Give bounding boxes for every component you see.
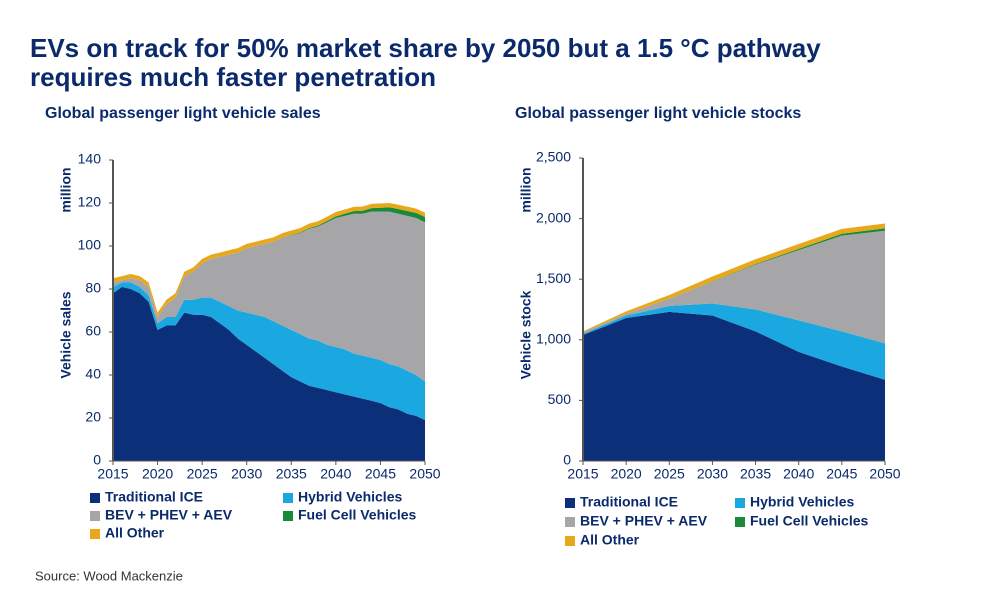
y-tick-label: 500 — [548, 391, 572, 407]
area — [113, 282, 425, 421]
legend-label: Hybrid Vehicles — [750, 494, 854, 510]
y-axis-unit: million — [58, 167, 74, 212]
legend-label: Hybrid Vehicles — [298, 489, 402, 505]
area — [583, 311, 885, 461]
area — [113, 286, 425, 461]
y-axis-unit: million — [518, 167, 534, 212]
legend-swatch — [735, 517, 745, 527]
x-tick-label: 2030 — [697, 466, 728, 482]
y-axis-label: Vehicle stock — [518, 290, 534, 379]
legend-swatch — [565, 498, 575, 508]
x-tick-label: 2025 — [654, 466, 685, 482]
y-tick-label: 120 — [78, 194, 102, 210]
x-tick-label: 2050 — [869, 466, 900, 482]
y-tick-label: 0 — [563, 452, 571, 468]
y-tick-label: 1,000 — [536, 331, 571, 347]
legend-swatch — [565, 517, 575, 527]
legend-label: All Other — [580, 532, 640, 548]
x-tick-label: 2020 — [611, 466, 642, 482]
legend-label: BEV + PHEV + AEV — [105, 507, 233, 523]
y-tick-label: 2,500 — [536, 149, 571, 165]
legend-label: Traditional ICE — [105, 489, 203, 505]
legend-label: All Other — [105, 525, 165, 541]
legend-label: Fuel Cell Vehicles — [298, 507, 416, 523]
x-tick-label: 2040 — [783, 466, 814, 482]
chart-subtitle: Global passenger light vehicle stocks — [515, 105, 801, 122]
legend-swatch — [90, 511, 100, 521]
y-tick-label: 60 — [85, 323, 101, 339]
x-tick-label: 2015 — [97, 466, 128, 482]
x-tick-label: 2045 — [826, 466, 857, 482]
x-tick-label: 2040 — [320, 466, 351, 482]
y-tick-label: 20 — [85, 409, 101, 425]
x-tick-label: 2045 — [365, 466, 396, 482]
y-tick-label: 140 — [78, 151, 102, 167]
legend-swatch — [283, 511, 293, 521]
area — [113, 211, 425, 382]
chart-subtitle: Global passenger light vehicle sales — [45, 105, 321, 122]
x-tick-label: 2030 — [231, 466, 262, 482]
source: Source: Wood Mackenzie — [35, 568, 183, 583]
legend-swatch — [90, 493, 100, 503]
legend-label: Traditional ICE — [580, 494, 678, 510]
y-axis-label: Vehicle sales — [58, 291, 74, 378]
area — [583, 230, 885, 344]
legend-swatch — [283, 493, 293, 503]
legend-label: Fuel Cell Vehicles — [750, 513, 868, 529]
page-title: EVs on track for 50% market share by 205… — [30, 33, 821, 63]
y-tick-label: 2,000 — [536, 209, 571, 225]
x-tick-label: 2035 — [740, 466, 771, 482]
x-tick-label: 2025 — [187, 466, 218, 482]
x-tick-label: 2015 — [567, 466, 598, 482]
y-tick-label: 80 — [85, 280, 101, 296]
legend-swatch — [735, 498, 745, 508]
area — [583, 303, 885, 380]
x-tick-label: 2050 — [409, 466, 440, 482]
page-title: requires much faster penetration — [30, 62, 436, 92]
x-tick-label: 2020 — [142, 466, 173, 482]
legend-swatch — [565, 536, 575, 546]
legend-label: BEV + PHEV + AEV — [580, 513, 708, 529]
x-tick-label: 2035 — [276, 466, 307, 482]
y-tick-label: 1,500 — [536, 270, 571, 286]
legend-swatch — [90, 529, 100, 539]
y-tick-label: 100 — [78, 237, 102, 253]
y-tick-label: 0 — [93, 452, 101, 468]
y-tick-label: 40 — [85, 366, 101, 382]
